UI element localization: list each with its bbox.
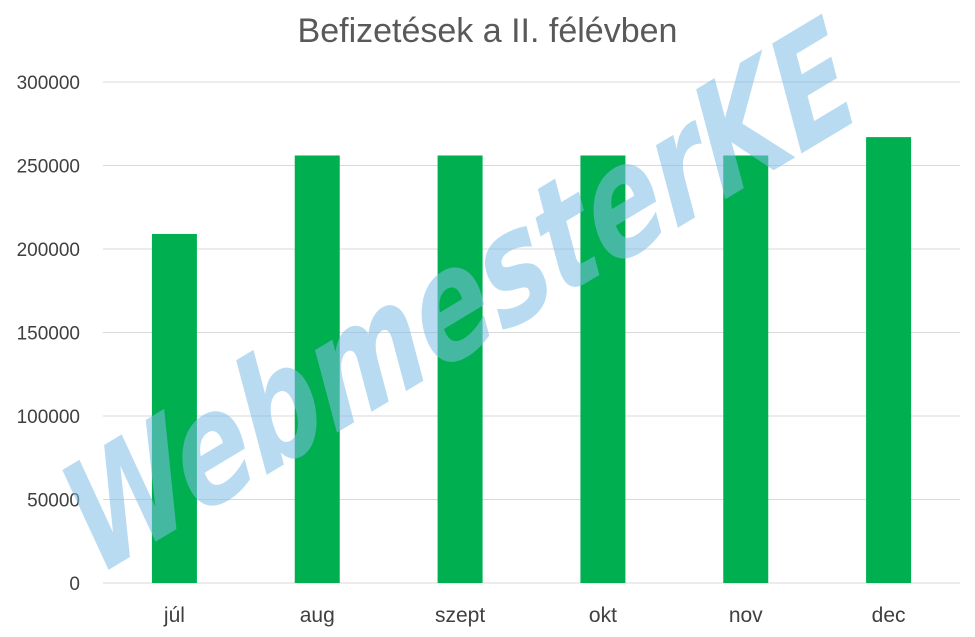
bar-júl [151, 233, 197, 583]
y-tick-label: 150000 [17, 324, 80, 345]
x-category-label: júl [163, 604, 185, 627]
y-tick-label: 100000 [17, 407, 80, 428]
x-category-label: okt [589, 604, 617, 627]
y-tick-label: 250000 [17, 157, 80, 178]
x-category-label: aug [300, 604, 335, 627]
y-tick-label: 200000 [17, 240, 80, 261]
bar-szept [437, 155, 483, 584]
y-tick-label: 50000 [27, 491, 80, 512]
y-tick-label: 300000 [17, 73, 80, 94]
bar-okt [580, 155, 626, 584]
y-tick-label: 0 [69, 574, 80, 595]
x-category-label: nov [729, 604, 763, 627]
x-category-label: dec [872, 604, 906, 627]
bar-dec [866, 137, 912, 584]
bar-aug [294, 155, 340, 584]
chart-title: Befizetések a II. félévben [297, 12, 678, 50]
x-category-label: szept [435, 604, 485, 627]
bar-nov [723, 155, 769, 584]
